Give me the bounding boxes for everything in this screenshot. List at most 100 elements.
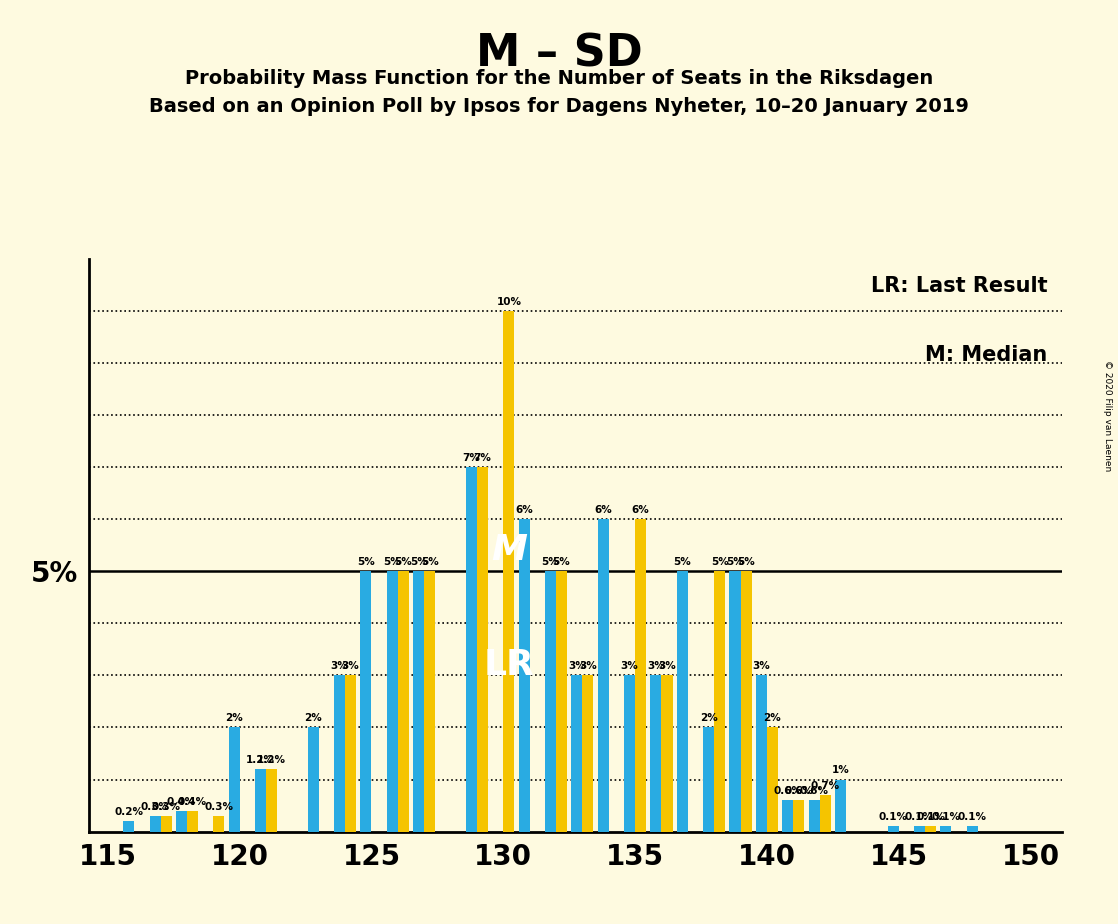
Bar: [161, 816, 172, 832]
Text: 3%: 3%: [752, 662, 770, 671]
Text: 3%: 3%: [331, 662, 349, 671]
Text: 6%: 6%: [595, 505, 612, 515]
Bar: [967, 826, 978, 832]
Bar: [582, 675, 594, 832]
Text: 5%: 5%: [357, 557, 375, 567]
Text: 3%: 3%: [620, 662, 638, 671]
Text: 0.1%: 0.1%: [879, 812, 908, 822]
Text: 0.6%: 0.6%: [774, 786, 803, 796]
Text: 5%: 5%: [420, 557, 438, 567]
Bar: [794, 800, 804, 832]
Bar: [519, 519, 530, 832]
Bar: [756, 675, 767, 832]
Text: 0.6%: 0.6%: [799, 786, 828, 796]
Bar: [544, 571, 556, 832]
Text: 0.2%: 0.2%: [114, 807, 143, 817]
Text: 6%: 6%: [632, 505, 650, 515]
Text: 5%: 5%: [737, 557, 755, 567]
Bar: [624, 675, 635, 832]
Text: 5%: 5%: [673, 557, 691, 567]
Bar: [307, 727, 319, 832]
Text: 0.7%: 0.7%: [811, 781, 840, 791]
Bar: [214, 816, 225, 832]
Bar: [729, 571, 740, 832]
Bar: [835, 780, 846, 832]
Text: 0.1%: 0.1%: [916, 812, 945, 822]
Text: 5%: 5%: [395, 557, 413, 567]
Bar: [398, 571, 409, 832]
Bar: [598, 519, 608, 832]
Bar: [266, 769, 277, 832]
Text: 6%: 6%: [515, 505, 533, 515]
Text: M: M: [491, 533, 527, 567]
Bar: [150, 816, 161, 832]
Bar: [662, 675, 673, 832]
Text: 1.2%: 1.2%: [246, 755, 275, 765]
Bar: [387, 571, 398, 832]
Text: 5%: 5%: [541, 557, 559, 567]
Text: 7%: 7%: [474, 453, 492, 463]
Text: LR: LR: [483, 648, 534, 682]
Text: 5%: 5%: [410, 557, 427, 567]
Text: 2%: 2%: [226, 713, 243, 723]
Text: M – SD: M – SD: [475, 32, 643, 76]
Text: © 2020 Filip van Laenen: © 2020 Filip van Laenen: [1103, 360, 1112, 471]
Text: 1%: 1%: [832, 765, 850, 775]
Text: 5%: 5%: [726, 557, 743, 567]
Bar: [940, 826, 951, 832]
Text: 3%: 3%: [568, 662, 586, 671]
Bar: [123, 821, 134, 832]
Bar: [414, 571, 424, 832]
Bar: [703, 727, 714, 832]
Text: 3%: 3%: [647, 662, 665, 671]
Text: Based on an Opinion Poll by Ipsos for Dagens Nyheter, 10–20 January 2019: Based on an Opinion Poll by Ipsos for Da…: [149, 97, 969, 116]
Bar: [651, 675, 662, 832]
Text: 10%: 10%: [496, 297, 521, 307]
Bar: [783, 800, 794, 832]
Text: 3%: 3%: [659, 662, 676, 671]
Text: 7%: 7%: [463, 453, 481, 463]
Text: 5%: 5%: [711, 557, 729, 567]
Text: 2%: 2%: [764, 713, 781, 723]
Bar: [187, 810, 198, 832]
Bar: [228, 727, 239, 832]
Text: 0.1%: 0.1%: [904, 812, 934, 822]
Bar: [714, 571, 726, 832]
Text: 3%: 3%: [342, 662, 360, 671]
Bar: [477, 467, 487, 832]
Text: 0.1%: 0.1%: [958, 812, 987, 822]
Bar: [808, 800, 819, 832]
Text: 0.6%: 0.6%: [784, 786, 813, 796]
Bar: [635, 519, 646, 832]
Bar: [925, 826, 936, 832]
Text: 3%: 3%: [579, 662, 597, 671]
Text: M: Median: M: Median: [926, 345, 1048, 365]
Text: LR: Last Result: LR: Last Result: [871, 276, 1048, 296]
Text: Probability Mass Function for the Number of Seats in the Riksdagen: Probability Mass Function for the Number…: [184, 69, 934, 89]
Text: 0.3%: 0.3%: [152, 802, 181, 812]
Bar: [676, 571, 688, 832]
Text: 0.4%: 0.4%: [178, 796, 207, 807]
Text: 0.4%: 0.4%: [167, 796, 196, 807]
Bar: [571, 675, 582, 832]
Bar: [740, 571, 751, 832]
Text: 5%: 5%: [383, 557, 401, 567]
Text: 0.3%: 0.3%: [141, 802, 170, 812]
Text: 1.2%: 1.2%: [257, 755, 286, 765]
Bar: [503, 310, 514, 832]
Bar: [424, 571, 435, 832]
Bar: [888, 826, 899, 832]
Bar: [334, 675, 345, 832]
Bar: [360, 571, 371, 832]
Bar: [466, 467, 477, 832]
Bar: [176, 810, 187, 832]
Text: 2%: 2%: [700, 713, 718, 723]
Bar: [556, 571, 567, 832]
Bar: [345, 675, 357, 832]
Bar: [767, 727, 778, 832]
Text: 0.1%: 0.1%: [931, 812, 960, 822]
Bar: [913, 826, 925, 832]
Bar: [255, 769, 266, 832]
Bar: [819, 796, 831, 832]
Text: 0.3%: 0.3%: [205, 802, 234, 812]
